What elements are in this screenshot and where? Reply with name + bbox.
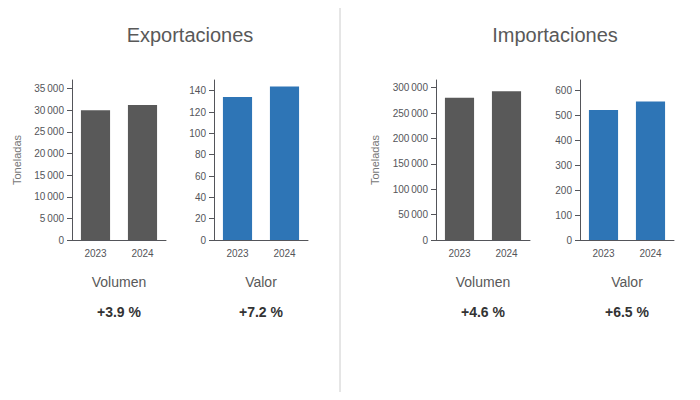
svg-text:100 000: 100 000 [393, 184, 429, 195]
svg-text:120: 120 [189, 107, 206, 118]
svg-text:10 000: 10 000 [34, 191, 64, 202]
svg-text:0: 0 [566, 235, 572, 246]
svg-text:2023: 2023 [84, 248, 107, 259]
svg-text:30 000: 30 000 [34, 105, 64, 116]
svg-text:250 000: 250 000 [393, 108, 429, 119]
svg-text:300 000: 300 000 [393, 82, 429, 93]
svg-text:5 000: 5 000 [40, 213, 65, 224]
svg-text:0: 0 [58, 235, 64, 246]
svg-text:Volumen: Volumen [456, 274, 510, 290]
svg-text:Importaciones: Importaciones [492, 24, 618, 46]
svg-text:2024: 2024 [273, 248, 296, 259]
svg-text:200: 200 [555, 185, 572, 196]
svg-text:0: 0 [422, 235, 428, 246]
svg-text:2024: 2024 [495, 248, 518, 259]
svg-text:140: 140 [189, 85, 206, 96]
svg-text:Exportaciones: Exportaciones [127, 24, 254, 46]
svg-text:0: 0 [200, 235, 206, 246]
svg-text:20 000: 20 000 [34, 148, 64, 159]
svg-text:+3.9 %: +3.9 % [97, 304, 142, 320]
svg-text:Valor: Valor [611, 274, 643, 290]
svg-text:600: 600 [555, 85, 572, 96]
svg-text:40: 40 [195, 192, 207, 203]
svg-text:35 000: 35 000 [34, 83, 64, 94]
svg-text:2023: 2023 [592, 248, 615, 259]
svg-text:Volumen: Volumen [92, 274, 146, 290]
svg-text:50 000: 50 000 [398, 209, 428, 220]
svg-text:2023: 2023 [448, 248, 471, 259]
svg-text:2024: 2024 [639, 248, 662, 259]
svg-text:15 000: 15 000 [34, 170, 64, 181]
svg-text:20: 20 [195, 213, 207, 224]
svg-text:80: 80 [195, 149, 207, 160]
svg-text:60: 60 [195, 171, 207, 182]
svg-text:150 000: 150 000 [393, 158, 429, 169]
svg-text:Toneladas: Toneladas [11, 134, 23, 185]
svg-text:300: 300 [555, 160, 572, 171]
svg-text:2024: 2024 [131, 248, 154, 259]
svg-text:Toneladas: Toneladas [369, 134, 381, 185]
svg-text:400: 400 [555, 135, 572, 146]
svg-text:+4.6 %: +4.6 % [461, 304, 506, 320]
svg-text:Valor: Valor [245, 274, 277, 290]
svg-text:+6.5 %: +6.5 % [605, 304, 650, 320]
svg-text:200 000: 200 000 [393, 133, 429, 144]
svg-text:25 000: 25 000 [34, 126, 64, 137]
svg-text:+7.2 %: +7.2 % [239, 304, 284, 320]
svg-text:500: 500 [555, 110, 572, 121]
svg-text:100: 100 [189, 128, 206, 139]
svg-text:2023: 2023 [226, 248, 249, 259]
svg-text:100: 100 [555, 210, 572, 221]
